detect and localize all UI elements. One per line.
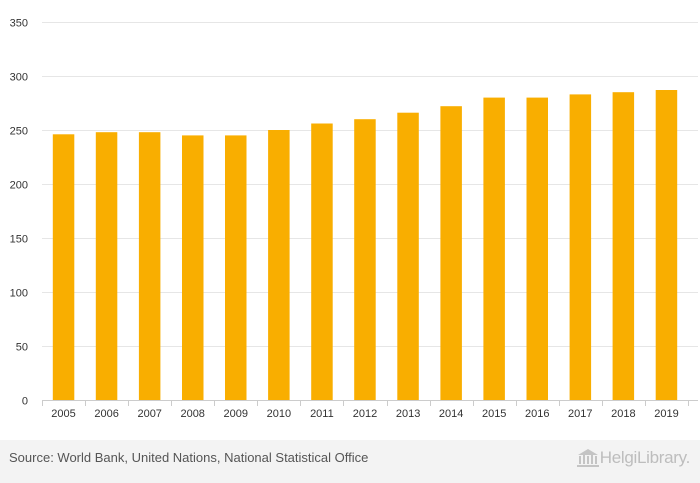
x-tick-label: 2005 — [51, 408, 75, 420]
y-tick-label: 150 — [10, 234, 28, 246]
bar-2006[interactable] — [95, 132, 118, 400]
x-tick-label: 2012 — [353, 408, 377, 420]
y-tick-label: 250 — [10, 126, 28, 138]
bar-2018[interactable] — [612, 92, 635, 400]
bar-2017[interactable] — [569, 94, 592, 401]
y-tick-label: 200 — [10, 180, 28, 192]
helgi-library-logo[interactable]: HelgiLibrary. — [576, 447, 690, 469]
bar-2007[interactable] — [138, 132, 161, 400]
x-tick-label: 2016 — [525, 408, 549, 420]
source-note: Source: World Bank, United Nations, Nati… — [9, 450, 369, 465]
y-tick-label: 100 — [10, 288, 28, 300]
bar-2010[interactable] — [268, 130, 290, 400]
y-tick-label: 350 — [10, 18, 28, 30]
bar-2014[interactable] — [440, 106, 462, 400]
y-tick-label: 0 — [22, 396, 28, 408]
x-tick-label: 2013 — [396, 408, 420, 420]
x-tick-label: 2006 — [94, 408, 118, 420]
x-tick-label: 2014 — [439, 408, 463, 420]
library-building-icon — [576, 449, 599, 467]
x-tick-label: 2009 — [224, 408, 248, 420]
bar-2015[interactable] — [483, 97, 505, 400]
bar-2013[interactable] — [397, 112, 419, 400]
x-axis-ticks: 2005 2006 2007 2008 2009 2010 2011 2012 2013 2014… — [42, 400, 689, 420]
x-tick-label: 2010 — [267, 408, 291, 420]
bar-2005[interactable] — [52, 134, 75, 401]
bar-2012[interactable] — [354, 119, 376, 400]
x-tick-label: 2019 — [654, 408, 678, 420]
x-tick-label: 2007 — [137, 408, 161, 420]
x-tick-label: 2015 — [482, 408, 506, 420]
bar-2008[interactable] — [182, 135, 204, 400]
bar-2016[interactable] — [526, 97, 549, 400]
x-tick-label: 2008 — [180, 408, 204, 420]
x-tick-label: 2011 — [310, 408, 334, 420]
bar-2009[interactable] — [225, 135, 247, 400]
y-axis-ticks: 0 50 100 150 200 250 300 350 — [10, 18, 28, 408]
bars — [52, 90, 678, 401]
bar-2019[interactable] — [655, 90, 678, 400]
footer: Source: World Bank, United Nations, Nati… — [0, 440, 700, 483]
y-tick-label: 50 — [16, 342, 28, 354]
logo-text: HelgiLibrary. — [599, 448, 691, 467]
bar-2011[interactable] — [311, 123, 333, 401]
y-tick-label: 300 — [10, 72, 28, 84]
x-tick-label: 2017 — [568, 408, 592, 420]
x-tick-label: 2018 — [611, 408, 635, 420]
